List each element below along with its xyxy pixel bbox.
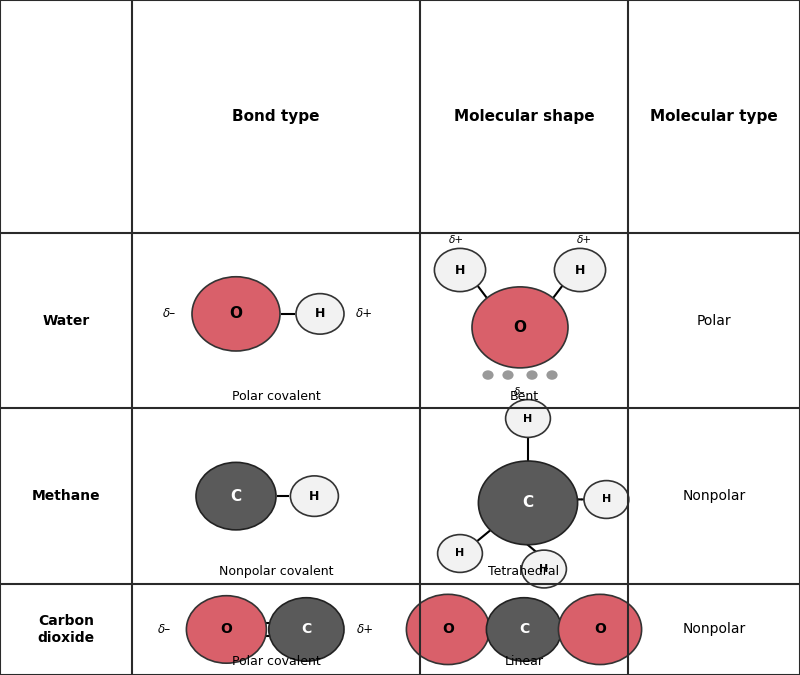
- Circle shape: [482, 371, 494, 380]
- Ellipse shape: [434, 248, 486, 292]
- Ellipse shape: [522, 550, 566, 588]
- Text: C: C: [522, 495, 534, 510]
- Text: Molecular shape: Molecular shape: [454, 109, 594, 124]
- Text: Bent: Bent: [510, 389, 538, 403]
- Ellipse shape: [472, 287, 568, 368]
- Ellipse shape: [290, 476, 338, 516]
- Text: H: H: [310, 489, 319, 503]
- Text: O: O: [594, 622, 606, 637]
- Ellipse shape: [554, 248, 606, 292]
- Ellipse shape: [196, 462, 276, 530]
- Text: H: H: [602, 495, 611, 504]
- Text: Nonpolar covalent: Nonpolar covalent: [218, 565, 334, 578]
- Ellipse shape: [558, 595, 642, 664]
- Text: H: H: [455, 549, 465, 558]
- Circle shape: [546, 371, 558, 380]
- Text: Nonpolar: Nonpolar: [682, 622, 746, 637]
- Ellipse shape: [296, 294, 344, 334]
- Ellipse shape: [486, 598, 562, 661]
- Text: δ+: δ+: [449, 235, 463, 244]
- Text: Polar: Polar: [697, 314, 731, 327]
- Text: Molecular type: Molecular type: [650, 109, 778, 124]
- Text: Polar covalent: Polar covalent: [232, 655, 320, 668]
- Text: Water: Water: [42, 314, 90, 327]
- Text: H: H: [575, 263, 585, 277]
- Text: δ–: δ–: [514, 387, 526, 397]
- Ellipse shape: [506, 400, 550, 437]
- Ellipse shape: [186, 596, 266, 663]
- Text: O: O: [514, 320, 526, 335]
- Text: Methane: Methane: [32, 489, 100, 503]
- Text: C: C: [302, 622, 311, 637]
- Ellipse shape: [438, 535, 482, 572]
- Text: H: H: [315, 307, 325, 321]
- Text: H: H: [455, 263, 465, 277]
- Text: δ–: δ–: [163, 307, 176, 321]
- Text: δ+: δ+: [357, 623, 374, 636]
- Text: C: C: [230, 489, 242, 504]
- Text: O: O: [230, 306, 242, 321]
- Text: H: H: [539, 564, 549, 574]
- Text: O: O: [442, 622, 454, 637]
- Text: Polar covalent: Polar covalent: [232, 389, 320, 403]
- Text: Tetrahedral: Tetrahedral: [489, 565, 559, 578]
- Circle shape: [526, 371, 538, 380]
- Circle shape: [502, 371, 514, 380]
- Ellipse shape: [192, 277, 280, 351]
- Text: Linear: Linear: [505, 655, 543, 668]
- Text: δ+: δ+: [577, 235, 591, 244]
- Ellipse shape: [478, 461, 578, 545]
- Text: C: C: [519, 622, 529, 637]
- Text: O: O: [221, 622, 232, 637]
- Ellipse shape: [406, 595, 490, 664]
- Ellipse shape: [269, 598, 344, 661]
- Text: Carbon
dioxide: Carbon dioxide: [38, 614, 94, 645]
- Text: δ–: δ–: [158, 623, 171, 636]
- Text: Nonpolar: Nonpolar: [682, 489, 746, 503]
- Text: H: H: [523, 414, 533, 423]
- Ellipse shape: [584, 481, 629, 518]
- Text: δ+: δ+: [355, 307, 373, 321]
- Text: Bond type: Bond type: [232, 109, 320, 124]
